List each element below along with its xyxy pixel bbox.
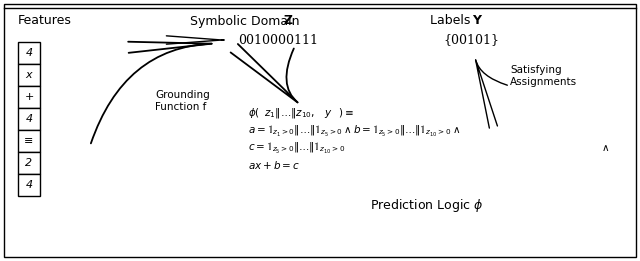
Text: 4: 4	[26, 114, 33, 124]
Text: +: +	[24, 92, 34, 102]
Text: 4: 4	[26, 48, 33, 58]
Text: ≡: ≡	[24, 136, 34, 146]
Text: $\wedge$: $\wedge$	[601, 143, 609, 153]
Text: 4: 4	[26, 180, 33, 190]
FancyBboxPatch shape	[18, 86, 40, 108]
Text: 0010000111: 0010000111	[238, 33, 318, 46]
Text: Symbolic Domain: Symbolic Domain	[190, 15, 303, 27]
Text: Features: Features	[18, 15, 72, 27]
Text: Satisfying
Assignments: Satisfying Assignments	[510, 65, 577, 87]
Text: Grounding
Function f: Grounding Function f	[155, 90, 210, 112]
Text: x: x	[26, 70, 32, 80]
Text: Prediction Logic $\phi$: Prediction Logic $\phi$	[370, 198, 483, 215]
Text: 2: 2	[26, 158, 33, 168]
FancyBboxPatch shape	[18, 174, 40, 196]
FancyBboxPatch shape	[18, 130, 40, 152]
FancyBboxPatch shape	[18, 64, 40, 86]
FancyBboxPatch shape	[18, 42, 40, 64]
Text: Z: Z	[283, 15, 292, 27]
Text: $\phi(\;\; z_1\|\ldots\|z_{10},\;\;\; y \;\;\;) \equiv$: $\phi(\;\; z_1\|\ldots\|z_{10},\;\;\; y …	[248, 106, 355, 120]
Text: $a = \mathbb{1}_{z_1>0}\|\ldots\|\mathbb{1}_{z_5>0} \wedge b = \mathbb{1}_{z_5>0: $a = \mathbb{1}_{z_1>0}\|\ldots\|\mathbb…	[248, 123, 460, 139]
Text: $c = \mathbb{1}_{z_5>0}\|\ldots\|\mathbb{1}_{z_{10}>0}$: $c = \mathbb{1}_{z_5>0}\|\ldots\|\mathbb…	[248, 140, 345, 156]
FancyBboxPatch shape	[18, 152, 40, 174]
Text: Labels: Labels	[430, 15, 474, 27]
Text: Y: Y	[472, 15, 481, 27]
Text: $ax + b = c$: $ax + b = c$	[248, 159, 300, 171]
FancyBboxPatch shape	[18, 108, 40, 130]
Text: {00101}: {00101}	[443, 33, 499, 46]
